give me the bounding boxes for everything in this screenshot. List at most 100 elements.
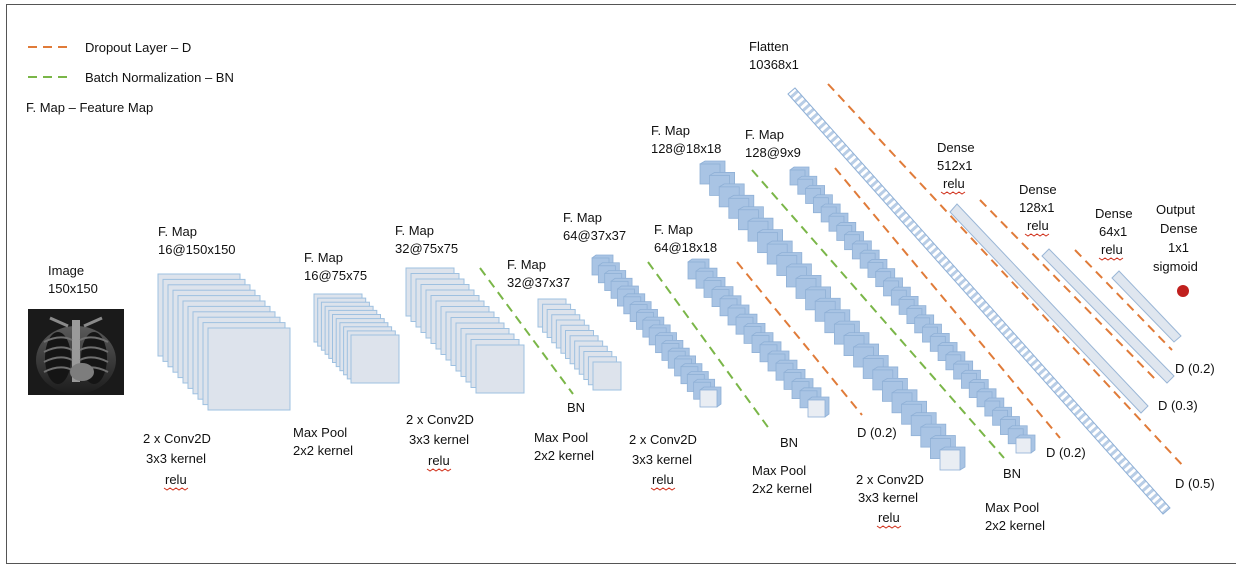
dropout-line [736,261,863,416]
feature-map-size: 64@18x18 [654,240,717,255]
dropout-5: D (0.2) [1074,249,1215,376]
feature-map-stack [591,254,722,408]
dense-64: Dense 64x1 relu [1095,206,1182,343]
conv-name: x Conv2D [636,432,697,447]
legend-fmap-label: F. Map – Feature Map [26,100,153,115]
feature-map-face [1015,437,1032,454]
feature-map-stack [687,258,830,418]
output-size: 1x1 [1168,240,1189,255]
chest-xray-image [28,309,124,395]
feature-map-32x37: F. Map 32@37x37 [507,257,622,391]
dropout-label: D (0.2) [1175,361,1215,376]
feature-map-128x18: F. Map 128@18x18 [651,123,966,471]
dense-bar [1041,248,1175,384]
feature-map-32x75: F. Map 32@75x75 [395,223,525,394]
feature-map-size: 64@37x37 [563,228,626,243]
dense-512: Dense 512x1 relu [937,140,1149,414]
output-label: Output [1156,202,1195,217]
feature-map-label: F. Map [745,127,784,142]
flatten-size: 10368x1 [749,57,799,72]
dropout-label: D (0.3) [1158,398,1198,413]
dense-bar [1111,270,1182,343]
dense-label: Dense [937,140,975,155]
pool-kernel: 2x2 kernel [534,448,594,463]
dense-size: 64x1 [1099,224,1127,239]
dense-activation: relu [1027,218,1049,233]
conv-block-4-label: 2 x Conv2D 3x3 kernel relu [856,472,924,529]
conv-name: x Conv2D [863,472,924,487]
input-size: 150x150 [48,281,98,296]
feature-map-size: 16@75x75 [304,268,367,283]
svg-text:2 x Conv2D: 2 x Conv2D [629,432,697,447]
svg-text:2 x Conv2D: 2 x Conv2D [406,412,474,427]
pool-name: Max Pool [293,425,347,440]
output-type: Dense [1160,221,1198,236]
batchnorm-label: BN [780,435,798,450]
feature-map-label: F. Map [507,257,546,272]
conv-activation: relu [878,510,900,525]
pool-name: Max Pool [752,463,806,478]
feature-map-64x37: F. Map 64@37x37 [563,210,722,408]
diagram-frame [6,4,1236,564]
feature-map-stack [789,166,1036,454]
feature-map-size: 32@37x37 [507,275,570,290]
output-activation: sigmoid [1153,259,1198,274]
feature-map-label: F. Map [395,223,434,238]
batchnorm-label: BN [567,400,585,415]
dense-size: 512x1 [937,158,972,173]
dense-size: 128x1 [1019,200,1054,215]
dense-activation: relu [1101,242,1123,257]
pool-name: Max Pool [534,430,588,445]
feature-map-label: F. Map [654,222,693,237]
feature-map-label: F. Map [158,224,197,239]
conv-multiplier: 2 [143,431,150,446]
dropout-line [834,167,1061,439]
feature-map-label: F. Map [304,250,343,265]
dropout-line [979,199,1159,383]
dropout-4: D (0.3) [979,199,1198,413]
feature-map-stack [405,267,525,394]
dense-label: Dense [1019,182,1057,197]
feature-map-64x18: F. Map 64@18x18 [654,222,830,418]
feature-map-stack [537,298,622,391]
feature-map-stack [157,273,291,411]
flatten-layer: Flatten 10368x1 [749,39,1171,515]
conv-name: x Conv2D [413,412,474,427]
flatten-bar [787,87,1171,515]
feature-map-stack [313,293,400,384]
feature-map-16x75: F. Map 16@75x75 [304,250,400,384]
pool-block-3-label: Max Pool 2x2 kernel [752,463,812,496]
pool-kernel: 2x2 kernel [293,443,353,458]
conv-activation: relu [165,472,187,487]
input-label: Image [48,263,84,278]
dropout-label: D (0.2) [857,425,897,440]
conv-activation: relu [652,472,674,487]
feature-map-label: F. Map [651,123,690,138]
dropout-1: D (0.2) [736,261,897,440]
conv-kernel: 3x3 kernel [632,452,692,467]
dense-bar [949,203,1149,414]
svg-text:2 x Conv2D: 2 x Conv2D [856,472,924,487]
conv-kernel: 3x3 kernel [858,490,918,505]
flatten-label: Flatten [749,39,789,54]
dropout-3: D (0.5) [827,83,1215,491]
output-layer: Output Dense 1x1 sigmoid [1153,202,1198,297]
output-node [1177,285,1189,297]
feature-map-face [939,449,961,471]
conv-block-1-label: 2 x Conv2D 3x3 kernel relu [143,431,211,491]
feature-map-slice [350,334,400,384]
feature-map-128x9: F. Map 128@9x9 [745,127,1036,454]
legend-dropout-label: Dropout Layer – D [85,40,191,55]
legend-batchnorm-label: Batch Normalization – BN [85,70,234,85]
batchnorm-line [751,169,1005,459]
dropout-label: D (0.5) [1175,476,1215,491]
conv-block-3-label: 2 x Conv2D 3x3 kernel relu [629,432,697,491]
feature-map-slice [592,361,622,391]
pool-block-4-label: Max Pool 2x2 kernel [985,500,1045,533]
dropout-2: D (0.2) [834,167,1086,460]
conv-activation: relu [428,453,450,468]
dropout-line [827,83,1186,469]
dense-128: Dense 128x1 relu [1019,182,1175,384]
batchnorm-label: BN [1003,466,1021,481]
